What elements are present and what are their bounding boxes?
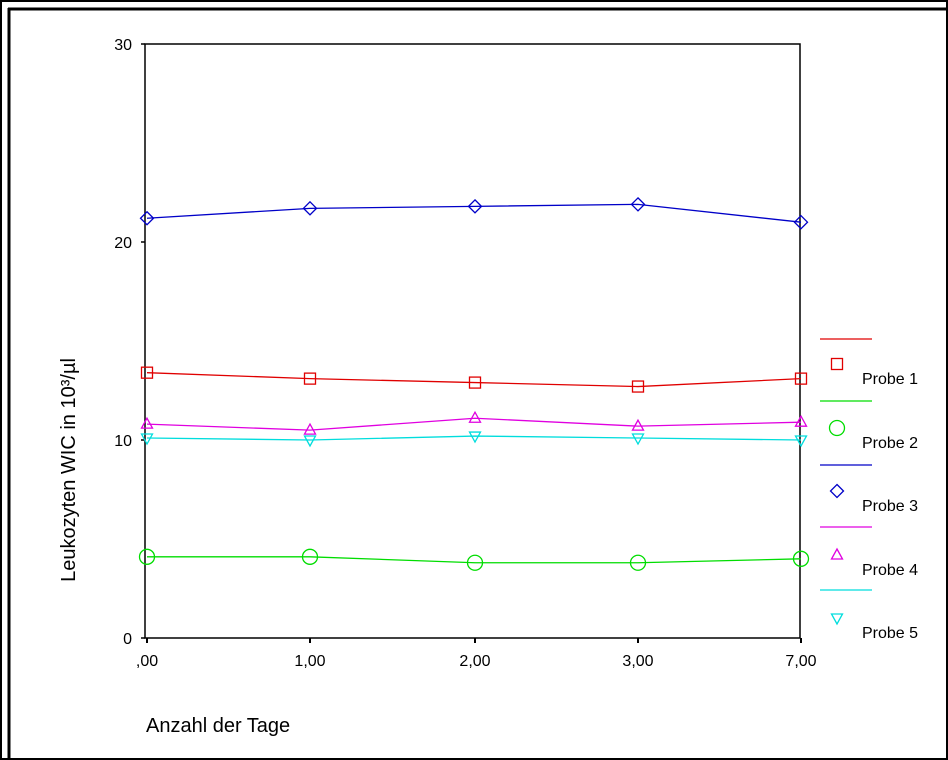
y-tick-label: 20 [114, 235, 132, 252]
diamond-marker [793, 214, 809, 230]
legend-label: Probe 3 [862, 498, 918, 515]
legend-item-4: Probe 4 [820, 526, 918, 579]
square-marker [631, 380, 645, 393]
triangle-down-marker [830, 613, 844, 626]
series-1 [140, 366, 808, 393]
series-4 [140, 410, 808, 435]
y-axis: 0 10 20 30 [114, 37, 145, 648]
legend-item-2: Probe 2 [820, 400, 918, 452]
square-marker [830, 357, 844, 371]
triangle-up-marker [794, 414, 808, 427]
circle-marker [138, 548, 156, 565]
x-tick-label: ,00 [136, 653, 158, 670]
x-tick-label: 2,00 [459, 653, 490, 670]
plot-area [144, 43, 801, 639]
series-line [146, 372, 802, 388]
y-tick-label: 30 [114, 37, 132, 54]
square-marker [140, 366, 154, 379]
x-tick-label: 1,00 [294, 653, 325, 670]
triangle-up-marker [303, 422, 317, 435]
y-axis-title: Leukozyten WIC in 10³/µl [58, 358, 80, 582]
triangle-down-marker [303, 435, 317, 448]
triangle-down-marker [794, 435, 808, 448]
legend-item-1: Probe 1 [820, 338, 918, 388]
triangle-up-marker [468, 410, 482, 423]
circle-marker [792, 550, 810, 567]
x-axis: ,00 1,00 2,00 3,00 7,00 [136, 638, 817, 670]
legend-label: Probe 2 [862, 435, 918, 452]
legend-label: Probe 4 [862, 562, 918, 579]
y-tick-label: 0 [123, 631, 132, 648]
triangle-down-marker [631, 433, 645, 446]
circle-marker [466, 554, 484, 571]
circle-marker [629, 554, 647, 571]
diamond-marker [467, 198, 483, 214]
square-marker [794, 372, 808, 385]
y-tick-label: 10 [114, 433, 132, 450]
series-line [146, 203, 802, 223]
diamond-marker [302, 200, 318, 216]
legend: Probe 1 Probe 2 Probe 3 Probe 4 Probe 5 [820, 338, 918, 642]
legend-label: Probe 5 [862, 625, 918, 642]
triangle-down-marker [140, 433, 154, 446]
square-marker [468, 376, 482, 389]
series-3 [139, 196, 809, 230]
x-tick-label: 3,00 [622, 653, 653, 670]
series-layer [138, 196, 810, 571]
x-axis-title: Anzahl der Tage [146, 715, 290, 737]
legend-item-3: Probe 3 [820, 464, 918, 515]
x-tick-label: 7,00 [785, 653, 816, 670]
series-line [146, 435, 802, 441]
diamond-marker [630, 196, 646, 212]
square-marker [303, 372, 317, 385]
legend-label: Probe 1 [862, 371, 918, 388]
triangle-up-marker [140, 416, 154, 429]
triangle-up-marker [631, 418, 645, 431]
series-line [147, 556, 802, 564]
series-5 [140, 431, 808, 448]
series-line [146, 417, 802, 431]
circle-marker [828, 419, 846, 437]
legend-item-5: Probe 5 [820, 589, 918, 642]
triangle-up-marker [830, 547, 844, 560]
diamond-marker [139, 210, 155, 226]
triangle-down-marker [468, 431, 482, 444]
diamond-marker [829, 483, 845, 499]
series-2 [138, 548, 810, 571]
circle-marker [301, 548, 319, 565]
